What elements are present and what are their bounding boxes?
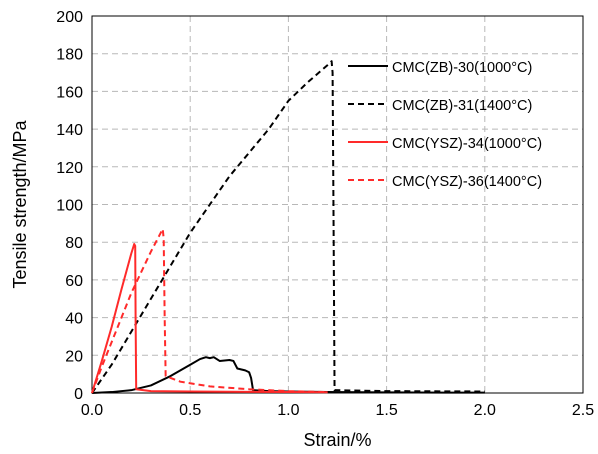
y-tick-label-2: 40 bbox=[65, 311, 83, 328]
x-tick-label-5: 2.5 bbox=[572, 402, 594, 419]
x-tick-label-2: 1.0 bbox=[277, 402, 299, 419]
series-line-2 bbox=[91, 243, 328, 394]
grid-lines bbox=[92, 16, 583, 393]
y-tick-label-0: 0 bbox=[74, 386, 83, 403]
tick-labels: 0.0 0.5 1.0 1.5 2.0 2.5 0 20 40 60 80 100 120 140 160 1… bbox=[56, 9, 594, 419]
legend-label-1: CMC(ZB)-31(1400°C) bbox=[392, 98, 532, 114]
y-tick-label-6: 120 bbox=[56, 160, 83, 177]
x-tick-label-1: 0.5 bbox=[179, 402, 201, 419]
y-tick-label-7: 140 bbox=[56, 122, 83, 139]
y-tick-label-5: 100 bbox=[56, 198, 83, 215]
legend-label-0: CMC(ZB)-30(1000°C) bbox=[392, 60, 532, 76]
series-line-3 bbox=[91, 228, 328, 394]
x-tick-label-0: 0.0 bbox=[81, 402, 103, 419]
y-tick-label-1: 20 bbox=[65, 348, 83, 365]
x-axis-title: Strain/% bbox=[303, 430, 371, 450]
y-tick-label-8: 160 bbox=[56, 84, 83, 101]
y-axis-title: Tensile strength/MPa bbox=[10, 119, 30, 288]
legend: CMC(ZB)-30(1000°C) CMC(ZB)-31(1400°C) CMC(… bbox=[348, 60, 542, 190]
series-line-1 bbox=[91, 60, 485, 394]
y-tick-label-10: 200 bbox=[56, 9, 83, 26]
legend-label-2: CMC(YSZ)-34(1000°C) bbox=[392, 136, 542, 152]
y-tick-label-3: 60 bbox=[65, 273, 83, 290]
y-tick-label-9: 180 bbox=[56, 47, 83, 64]
legend-label-3: CMC(YSZ)-36(1400°C) bbox=[392, 174, 542, 190]
x-tick-label-4: 2.0 bbox=[474, 402, 496, 419]
series-lines bbox=[91, 60, 485, 394]
x-tick-label-3: 1.5 bbox=[375, 402, 397, 419]
y-tick-label-4: 80 bbox=[65, 235, 83, 252]
